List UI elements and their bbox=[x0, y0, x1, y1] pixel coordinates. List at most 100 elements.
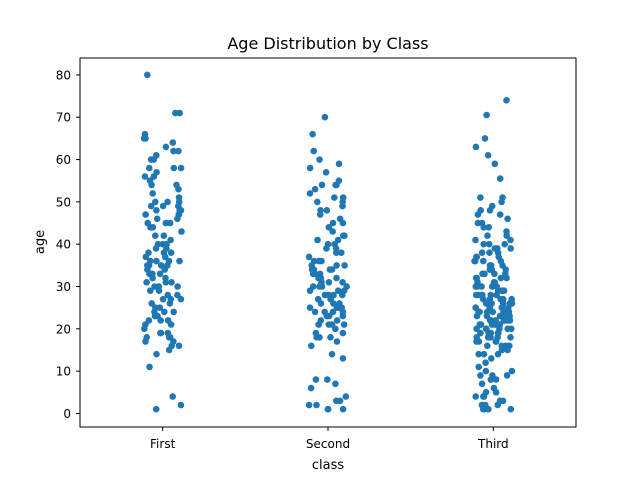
data-point bbox=[333, 338, 341, 345]
data-point bbox=[478, 249, 486, 256]
data-point bbox=[141, 173, 149, 180]
data-point bbox=[161, 253, 169, 261]
x-tick-label: Second bbox=[306, 437, 350, 451]
data-point bbox=[503, 372, 511, 379]
data-point bbox=[480, 350, 488, 358]
data-point bbox=[176, 109, 183, 117]
data-point bbox=[326, 266, 334, 273]
data-point bbox=[496, 211, 504, 218]
data-point bbox=[480, 240, 488, 248]
y-tick-label: 20 bbox=[56, 322, 71, 336]
data-point bbox=[472, 393, 480, 400]
data-point bbox=[485, 224, 493, 231]
data-point bbox=[176, 257, 183, 265]
data-point bbox=[315, 257, 323, 265]
data-point bbox=[324, 376, 331, 383]
data-point bbox=[156, 270, 164, 278]
y-tick-label: 50 bbox=[56, 195, 71, 209]
y-axis-label: age bbox=[33, 230, 48, 254]
data-point bbox=[156, 304, 164, 312]
data-point bbox=[487, 376, 495, 383]
data-point bbox=[175, 147, 182, 155]
data-point bbox=[339, 312, 347, 320]
data-point bbox=[153, 257, 160, 265]
data-point bbox=[314, 198, 321, 206]
data-point bbox=[152, 198, 159, 206]
data-point bbox=[327, 334, 334, 341]
data-point bbox=[486, 207, 494, 214]
data-point bbox=[336, 397, 344, 405]
y-tick-label: 70 bbox=[56, 111, 71, 125]
data-point bbox=[508, 367, 516, 375]
data-point bbox=[334, 287, 342, 295]
data-point bbox=[479, 405, 487, 413]
data-point bbox=[313, 401, 320, 409]
y-tick-label: 80 bbox=[56, 68, 71, 82]
data-point bbox=[332, 380, 339, 388]
data-point bbox=[507, 405, 515, 413]
data-point bbox=[309, 270, 317, 278]
data-point bbox=[309, 130, 316, 138]
data-point bbox=[503, 274, 510, 282]
data-point bbox=[168, 279, 175, 286]
data-point bbox=[174, 215, 181, 223]
data-point bbox=[503, 232, 511, 239]
data-point bbox=[162, 219, 170, 227]
data-point bbox=[485, 405, 492, 413]
data-point bbox=[306, 287, 314, 295]
data-point bbox=[170, 308, 177, 316]
data-point bbox=[498, 198, 505, 206]
data-point bbox=[306, 164, 314, 172]
data-point bbox=[482, 367, 490, 375]
data-point bbox=[149, 190, 156, 197]
data-point bbox=[480, 393, 488, 400]
data-point bbox=[141, 325, 148, 333]
data-point bbox=[157, 329, 165, 337]
y-tick-label: 30 bbox=[56, 280, 71, 294]
data-point bbox=[339, 329, 347, 337]
data-point bbox=[142, 253, 150, 261]
data-point bbox=[507, 236, 514, 244]
data-point bbox=[472, 143, 480, 151]
data-point bbox=[325, 224, 333, 231]
data-point bbox=[507, 245, 514, 252]
data-point bbox=[494, 401, 502, 409]
y-tick-label: 10 bbox=[56, 365, 71, 379]
y-axis: 0 10 20 30 40 50 60 70 80 bbox=[56, 68, 80, 421]
data-point bbox=[159, 295, 167, 303]
data-point bbox=[315, 321, 322, 328]
data-point bbox=[508, 300, 516, 307]
data-point bbox=[329, 219, 337, 227]
x-axis: First Second Third bbox=[150, 427, 509, 451]
data-point bbox=[481, 135, 489, 142]
data-point bbox=[308, 342, 315, 350]
x-tick-label: First bbox=[150, 437, 176, 451]
data-point bbox=[482, 359, 489, 367]
data-point bbox=[486, 266, 494, 273]
data-point bbox=[477, 194, 484, 201]
data-point bbox=[475, 350, 483, 358]
data-point bbox=[174, 283, 181, 290]
data-point bbox=[491, 270, 498, 278]
data-point bbox=[491, 160, 499, 168]
data-point bbox=[331, 194, 338, 201]
data-point bbox=[338, 249, 345, 256]
data-point bbox=[339, 355, 347, 362]
data-point bbox=[503, 97, 510, 104]
data-point bbox=[305, 401, 313, 409]
data-point bbox=[508, 325, 515, 333]
data-point bbox=[329, 228, 337, 235]
data-point bbox=[486, 249, 493, 256]
data-point bbox=[307, 384, 315, 392]
data-point bbox=[332, 325, 339, 333]
data-point bbox=[152, 232, 159, 239]
data-point bbox=[333, 249, 340, 256]
data-point bbox=[501, 240, 509, 248]
data-point bbox=[339, 279, 346, 286]
data-point bbox=[162, 279, 170, 286]
data-points bbox=[140, 71, 516, 413]
data-point bbox=[157, 317, 164, 324]
data-point bbox=[162, 143, 170, 151]
data-point bbox=[479, 270, 486, 278]
